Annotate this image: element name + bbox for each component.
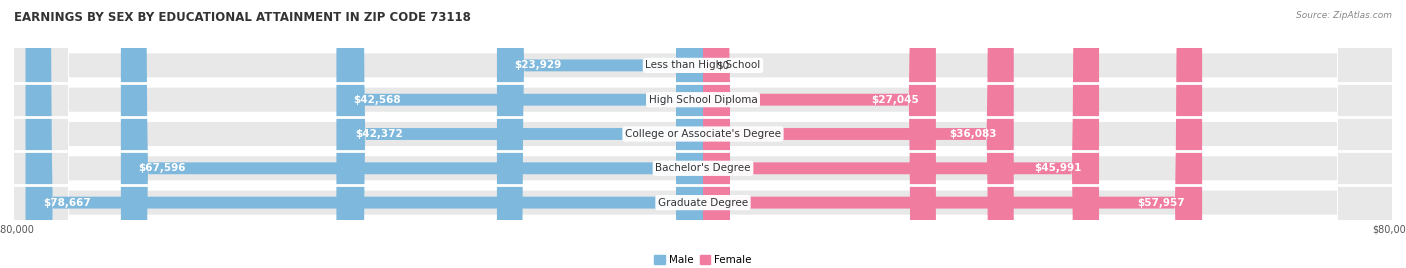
Text: EARNINGS BY SEX BY EDUCATIONAL ATTAINMENT IN ZIP CODE 73118: EARNINGS BY SEX BY EDUCATIONAL ATTAINMEN… bbox=[14, 11, 471, 24]
Text: $42,372: $42,372 bbox=[356, 129, 404, 139]
FancyBboxPatch shape bbox=[14, 0, 1392, 268]
FancyBboxPatch shape bbox=[14, 0, 1392, 268]
Text: $23,929: $23,929 bbox=[515, 60, 561, 70]
Text: Bachelor's Degree: Bachelor's Degree bbox=[655, 163, 751, 173]
FancyBboxPatch shape bbox=[337, 0, 703, 268]
FancyBboxPatch shape bbox=[14, 0, 1392, 268]
Text: $45,991: $45,991 bbox=[1035, 163, 1081, 173]
Text: $27,045: $27,045 bbox=[870, 95, 918, 105]
FancyBboxPatch shape bbox=[703, 0, 936, 268]
FancyBboxPatch shape bbox=[121, 0, 703, 268]
FancyBboxPatch shape bbox=[25, 0, 703, 268]
FancyBboxPatch shape bbox=[703, 0, 1202, 268]
Text: $0: $0 bbox=[716, 60, 730, 70]
Text: Source: ZipAtlas.com: Source: ZipAtlas.com bbox=[1296, 11, 1392, 20]
Text: $67,596: $67,596 bbox=[138, 163, 186, 173]
FancyBboxPatch shape bbox=[496, 0, 703, 268]
Text: $78,667: $78,667 bbox=[42, 198, 90, 208]
Text: High School Diploma: High School Diploma bbox=[648, 95, 758, 105]
Text: Less than High School: Less than High School bbox=[645, 60, 761, 70]
Text: $36,083: $36,083 bbox=[949, 129, 997, 139]
FancyBboxPatch shape bbox=[703, 0, 1014, 268]
Text: Graduate Degree: Graduate Degree bbox=[658, 198, 748, 208]
Text: $57,957: $57,957 bbox=[1137, 198, 1185, 208]
FancyBboxPatch shape bbox=[14, 0, 1392, 268]
FancyBboxPatch shape bbox=[14, 0, 1392, 268]
FancyBboxPatch shape bbox=[703, 0, 1099, 268]
Text: $42,568: $42,568 bbox=[354, 95, 401, 105]
Text: College or Associate's Degree: College or Associate's Degree bbox=[626, 129, 780, 139]
FancyBboxPatch shape bbox=[336, 0, 703, 268]
Legend: Male, Female: Male, Female bbox=[650, 251, 756, 268]
